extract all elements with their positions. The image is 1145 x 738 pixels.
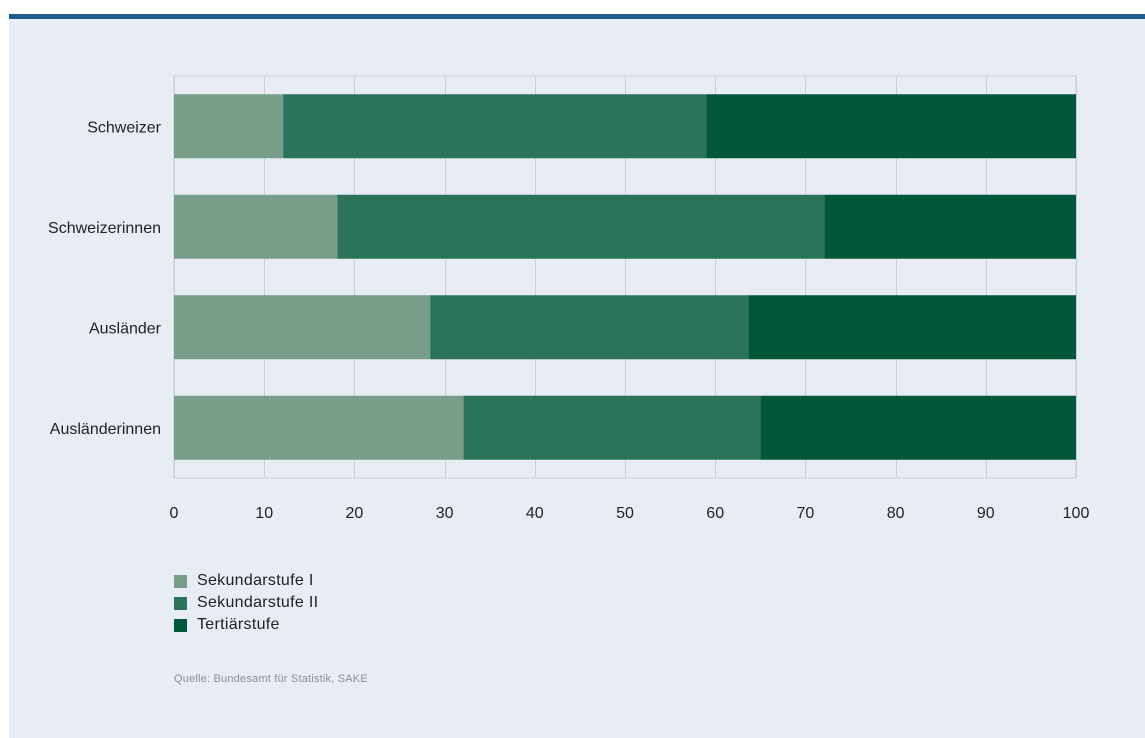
x-tick-label: 10 (255, 505, 273, 522)
bar-segment (174, 395, 464, 460)
bar-segment (174, 295, 431, 360)
legend-item: Tertiärstufe (174, 614, 318, 636)
x-tick-label: 0 (170, 505, 179, 522)
x-tick-label: 70 (797, 505, 815, 522)
source-note: Quelle: Bundesamt für Statistik, SAKE (174, 673, 368, 685)
x-tick-label: 100 (1063, 505, 1090, 522)
x-tick-label: 20 (346, 505, 364, 522)
x-tick-label: 40 (526, 505, 544, 522)
legend: Sekundarstufe I Sekundarstufe II Tertiär… (174, 570, 318, 636)
legend-label: Sekundarstufe I (197, 572, 314, 589)
legend-swatch (174, 574, 187, 588)
legend-item: Sekundarstufe II (174, 592, 318, 614)
legend-swatch (174, 618, 187, 632)
bar-segment (174, 194, 338, 259)
x-tick-label: 60 (706, 505, 724, 522)
bar-segment (174, 94, 284, 159)
category-label: Ausländerinnen (50, 421, 161, 438)
legend-item: Sekundarstufe I (174, 570, 318, 592)
x-tick-label: 30 (436, 505, 454, 522)
bar-segment (337, 194, 825, 259)
legend-swatch (174, 596, 187, 610)
legend-label: Sekundarstufe II (197, 594, 319, 611)
x-tick-label: 80 (887, 505, 905, 522)
category-label: Ausländer (89, 320, 162, 337)
x-tick-label: 90 (977, 505, 995, 522)
category-label: Schweizer (87, 119, 161, 136)
bar-segment (748, 295, 1076, 360)
category-label: Schweizerinnen (48, 220, 161, 237)
legend-label: Tertiärstufe (197, 616, 280, 633)
bar-segment (706, 94, 1076, 159)
bar-segment (463, 395, 761, 460)
bar-segment (283, 94, 707, 159)
x-tick-label: 50 (616, 505, 634, 522)
bar-segment (430, 295, 749, 360)
bar-segment (824, 194, 1076, 259)
bar-segment (760, 395, 1076, 460)
